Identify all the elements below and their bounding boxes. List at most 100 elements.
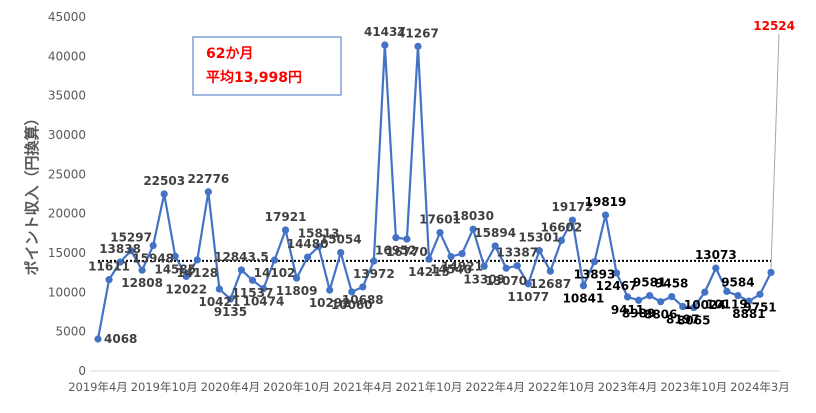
data-label: 8881 xyxy=(732,307,765,321)
data-label: 9751 xyxy=(743,300,776,314)
data-label: 10421 xyxy=(198,295,240,309)
data-point xyxy=(657,298,665,306)
data-point xyxy=(370,257,378,265)
data-point xyxy=(381,41,389,49)
data-point xyxy=(502,264,510,272)
data-label: 16602 xyxy=(541,220,583,234)
data-point xyxy=(679,302,687,311)
data-point xyxy=(458,250,466,258)
data-point xyxy=(138,266,146,274)
data-point xyxy=(248,276,257,284)
data-label: 10060 xyxy=(331,298,373,312)
data-label: 12022 xyxy=(165,282,207,296)
annotation-frame xyxy=(192,36,342,96)
data-point xyxy=(116,258,124,266)
data-point xyxy=(579,282,588,290)
data-label: 10119 xyxy=(706,297,748,311)
data-label: 9458 xyxy=(655,277,688,291)
data-label: 22503 xyxy=(143,174,185,188)
data-point xyxy=(149,241,157,250)
data-point xyxy=(546,267,554,275)
data-point xyxy=(646,292,654,300)
data-point xyxy=(315,243,323,251)
x-tick-label: 2022年4月 xyxy=(465,380,525,394)
data-label: 18030 xyxy=(452,209,494,223)
data-point xyxy=(304,253,312,261)
data-point xyxy=(215,285,223,293)
data-point xyxy=(237,266,246,274)
data-label: 17921 xyxy=(265,210,307,224)
data-label: 10688 xyxy=(342,293,384,307)
data-point xyxy=(701,288,709,296)
y-tick-label: 5000 xyxy=(55,325,86,339)
data-label: 15054 xyxy=(320,233,362,247)
data-point xyxy=(270,256,279,264)
data-point xyxy=(392,234,400,242)
data-label: 13838 xyxy=(99,242,141,256)
data-label: 11611 xyxy=(88,260,130,274)
y-tick-label: 20000 xyxy=(48,207,86,221)
data-point xyxy=(668,292,676,301)
data-point xyxy=(767,268,775,277)
data-point xyxy=(480,262,488,270)
data-label: 11809 xyxy=(276,284,318,298)
data-label: 15948 xyxy=(132,252,174,266)
annotation-box: 62か月 平均13,998円 xyxy=(192,36,342,96)
data-label: 14540 xyxy=(430,263,472,277)
data-label: 14102 xyxy=(254,266,296,280)
x-tick-label: 2019年4月 xyxy=(68,380,128,394)
data-label: 15301 xyxy=(518,231,560,245)
data-label: 14215 xyxy=(408,265,450,279)
data-label: 16952 xyxy=(375,244,417,258)
data-point xyxy=(204,188,212,196)
data-label: 12524 xyxy=(753,19,795,33)
data-label: 8806 xyxy=(644,308,677,322)
data-point xyxy=(723,287,731,295)
data-point xyxy=(337,248,345,257)
data-label: 9135 xyxy=(214,305,247,319)
data-label: 13070 xyxy=(485,274,527,288)
data-point xyxy=(447,253,455,261)
y-tick-label: 30000 xyxy=(48,128,86,142)
data-label: 12687 xyxy=(529,277,571,291)
data-point xyxy=(712,264,720,272)
data-point xyxy=(535,247,543,255)
data-label: 14480 xyxy=(287,237,329,251)
data-label: 41267 xyxy=(397,26,439,40)
data-point xyxy=(623,293,632,301)
data-point xyxy=(469,225,477,233)
data-point xyxy=(436,228,444,237)
data-point xyxy=(171,252,179,260)
data-label: 12467 xyxy=(596,279,638,293)
data-point xyxy=(182,272,190,281)
y-tick-label: 15000 xyxy=(48,246,86,260)
data-point xyxy=(348,288,356,296)
data-label: 19819 xyxy=(585,195,627,209)
data-label: 10292 xyxy=(309,296,351,310)
data-label: 15894 xyxy=(474,226,516,240)
x-tick-label: 2020年10月 xyxy=(263,380,330,394)
data-label: 22776 xyxy=(187,172,229,186)
y-axis-label: ポイント収入（円換算） xyxy=(23,110,41,275)
data-label: 41437 xyxy=(364,25,406,39)
data-label: 12843.5 xyxy=(214,250,269,264)
data-point xyxy=(568,216,577,224)
data-point xyxy=(590,258,599,266)
data-point xyxy=(105,276,113,284)
data-label: 9584 xyxy=(721,276,754,290)
data-label: 17601 xyxy=(419,213,461,227)
data-label: 10474 xyxy=(243,295,285,309)
x-axis: 2019年4月 2019年10月 2020年4月 2020年10月 2021年4月 202… xyxy=(68,370,790,394)
data-label: 13073 xyxy=(695,248,737,262)
x-tick-label: 2021年4月 xyxy=(333,380,393,394)
data-label: 14921 xyxy=(441,260,483,274)
data-point xyxy=(281,226,290,234)
y-tick-label: 10000 xyxy=(48,285,86,299)
data-label: 8989 xyxy=(622,306,655,320)
x-tick-label: 2021年10月 xyxy=(396,380,463,394)
x-tick-label: 2019年10月 xyxy=(131,380,198,394)
y-tick-label: 35000 xyxy=(48,89,86,103)
data-point xyxy=(127,247,135,255)
data-points xyxy=(94,41,775,343)
